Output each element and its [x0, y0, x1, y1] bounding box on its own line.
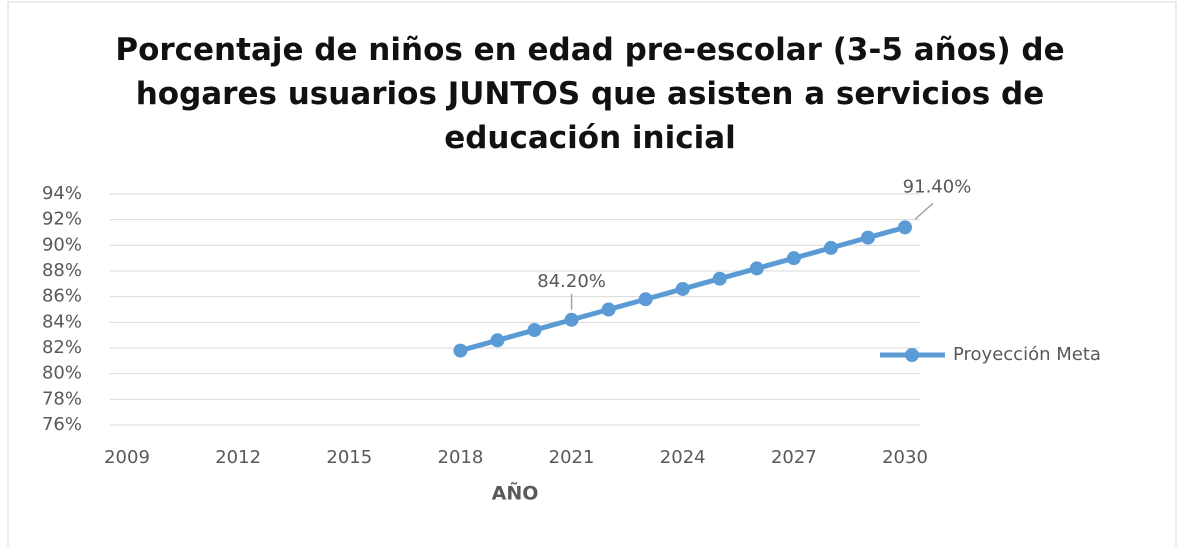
x-tick-label: 2021	[549, 447, 595, 468]
y-tick-label: 84%	[42, 311, 82, 332]
x-tick-label: 2015	[326, 447, 372, 468]
y-tick-label: 88%	[42, 260, 82, 281]
x-tick-label: 2027	[771, 447, 817, 468]
legend-label: Proyección Meta	[953, 344, 1101, 365]
marker	[601, 302, 616, 317]
y-tick-label: 86%	[42, 286, 82, 307]
marker	[712, 271, 727, 286]
x-tick-label: 2030	[882, 447, 928, 468]
y-tick-label: 80%	[42, 363, 82, 384]
y-tick-label: 76%	[42, 414, 82, 435]
y-tick-label: 78%	[42, 388, 82, 409]
y-tick-label: 92%	[42, 209, 82, 230]
marker	[490, 333, 505, 348]
marker	[860, 230, 875, 245]
marker	[638, 292, 653, 307]
x-tick-label: 2024	[660, 447, 706, 468]
data-label: 84.20%	[537, 271, 606, 292]
y-tick-label: 90%	[42, 234, 82, 255]
marker	[675, 281, 690, 296]
leader-line	[914, 202, 934, 220]
x-tick-label: 2009	[104, 447, 150, 468]
marker	[527, 323, 542, 338]
chart-title: Porcentaje de niños en edad pre-escolar …	[115, 32, 1065, 156]
x-tick-label: 2012	[215, 447, 261, 468]
x-axis-label: AÑO	[492, 481, 539, 505]
marker	[453, 343, 468, 358]
marker	[749, 261, 764, 276]
marker	[823, 240, 838, 255]
y-tick-label: 94%	[42, 183, 82, 204]
marker	[898, 220, 912, 235]
legend-marker	[905, 348, 919, 362]
x-tick-label: 2018	[438, 447, 484, 468]
data-label: 91.40%	[903, 176, 972, 197]
marker	[564, 312, 579, 327]
y-tick-label: 82%	[42, 337, 82, 358]
marker	[786, 251, 801, 266]
chart-border	[7, 1, 1177, 547]
